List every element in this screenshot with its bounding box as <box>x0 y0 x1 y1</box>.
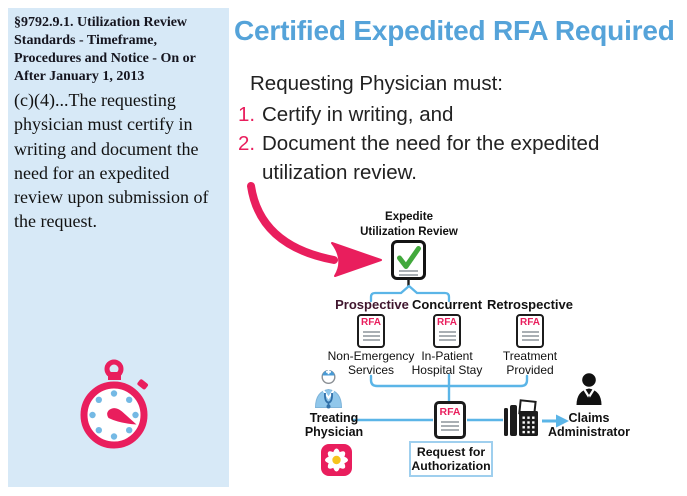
doc-line <box>438 339 456 341</box>
rfa-doc-concurrent: RFA <box>433 314 461 348</box>
list-number: 1. <box>238 103 256 126</box>
stopwatch-icon <box>80 359 148 449</box>
rfa-doc-label: RFA <box>520 317 540 328</box>
treating-physician-label: Treating Physician <box>304 411 364 439</box>
doc-line <box>362 335 380 337</box>
list-item: 1. Certify in writing, and <box>238 100 658 129</box>
review-type-label-concurrent: Concurrent <box>411 297 483 312</box>
upper-brace-connector <box>369 284 451 303</box>
doc-line <box>438 335 456 337</box>
doc-line <box>362 331 380 333</box>
claims-administrator-icon <box>576 373 602 405</box>
request-authorization-box: Request for Authorization <box>409 441 493 478</box>
doc-line <box>441 424 459 427</box>
doc-line <box>441 420 459 423</box>
rfa-doc-retrospective: RFA <box>516 314 544 348</box>
curved-arrow-icon <box>247 182 382 277</box>
expedite-review-label-line1: Expedite <box>385 211 433 223</box>
doc-line <box>521 339 539 341</box>
list-number: 2. <box>238 132 256 155</box>
regulation-body: (c)(4)...The requesting physician must c… <box>14 90 209 232</box>
doc-description-prospective: Non-Emergency Services <box>327 349 415 378</box>
fax-icon <box>504 399 538 436</box>
doc-line <box>438 331 456 333</box>
rfa-doc-central: RFA <box>434 401 466 439</box>
clipboard-check-icon <box>391 240 426 280</box>
lower-bracket-connector <box>369 373 529 403</box>
treating-physician-icon <box>314 369 343 409</box>
flower-app-icon <box>321 444 352 476</box>
rfa-doc-label: RFA <box>361 317 381 328</box>
expedite-review-label: Expedite Utilization Review <box>354 210 464 240</box>
doc-line <box>441 428 459 431</box>
claims-administrator-label: Claims Administrator <box>548 411 630 439</box>
review-type-label-retrospective: Retrospective <box>487 297 573 312</box>
rfa-doc-label: RFA <box>437 317 457 328</box>
doc-description-retrospective: Treatment Provided <box>502 349 558 378</box>
page-title: Certified Expedited RFA Required <box>234 15 675 46</box>
list-item: 2. Document the need for the expedited u… <box>238 129 658 187</box>
review-type-label-prospective: Prospective <box>335 297 409 312</box>
list-item-text: Document the need for the expedited util… <box>262 132 600 184</box>
rfa-doc-prospective: RFA <box>357 314 385 348</box>
rfa-doc-label: RFA <box>439 406 461 418</box>
doc-description-concurrent: In-Patient Hospital Stay <box>411 349 483 378</box>
regulation-heading: §9792.9.1. Utilization Review Standards … <box>14 15 196 84</box>
fax-to-claims-arrow <box>542 414 569 428</box>
regulation-sidebar: §9792.9.1. Utilization Review Standards … <box>8 8 229 487</box>
list-item-text: Certify in writing, and <box>262 103 454 126</box>
subtitle: Requesting Physician must: <box>250 72 503 95</box>
expedite-review-label-line2: Utilization Review <box>360 225 458 238</box>
doc-line <box>521 331 539 333</box>
doc-line <box>521 335 539 337</box>
doc-line <box>362 339 380 341</box>
